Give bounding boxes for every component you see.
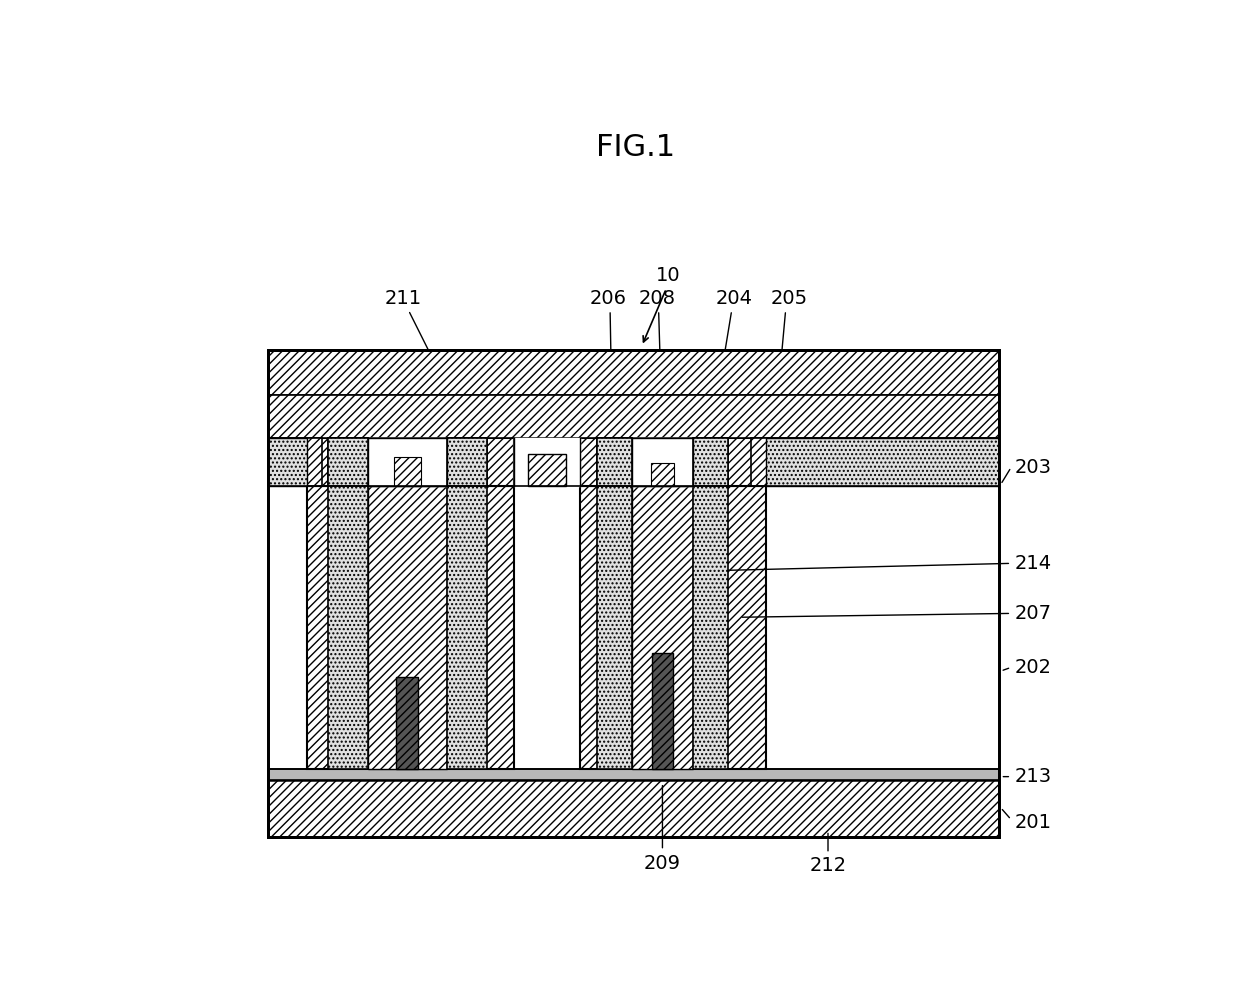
Text: 212: 212 (810, 856, 847, 875)
Text: 203: 203 (1014, 457, 1052, 476)
Bar (580, 486, 766, 769)
Bar (268, 350, 999, 486)
Bar (268, 350, 999, 837)
Bar (268, 396, 999, 438)
Text: 214: 214 (1014, 554, 1052, 573)
Bar (268, 769, 999, 781)
Bar (306, 486, 513, 769)
Bar (306, 438, 513, 486)
Text: 207: 207 (1014, 604, 1052, 623)
Bar (652, 653, 673, 769)
Bar (651, 463, 675, 486)
Text: 206: 206 (589, 288, 626, 308)
Bar (693, 438, 728, 769)
Text: 204: 204 (715, 288, 753, 308)
Bar (693, 438, 728, 486)
Text: 202: 202 (1014, 658, 1052, 676)
Bar (327, 438, 367, 769)
Bar (268, 350, 999, 396)
Bar (596, 438, 631, 486)
Bar (580, 438, 766, 486)
Bar (268, 438, 322, 486)
Bar (631, 486, 693, 769)
Text: 213: 213 (1014, 767, 1052, 786)
Bar (268, 350, 999, 837)
Text: 211: 211 (384, 288, 422, 308)
Bar (394, 457, 420, 486)
Text: 209: 209 (644, 853, 681, 872)
Text: 208: 208 (639, 288, 676, 308)
Bar (751, 438, 999, 486)
Text: 201: 201 (1014, 813, 1052, 832)
Bar (766, 438, 999, 486)
Bar (327, 438, 367, 486)
Bar (528, 454, 567, 486)
Bar (367, 486, 446, 769)
Bar (596, 438, 631, 769)
Bar (268, 438, 306, 486)
Text: FIG.1: FIG.1 (596, 133, 675, 162)
Bar (446, 438, 487, 769)
Bar (268, 486, 999, 769)
Bar (396, 676, 418, 769)
Bar (446, 438, 487, 486)
Text: 205: 205 (771, 288, 808, 308)
Bar (268, 781, 999, 837)
Text: 10: 10 (656, 265, 681, 284)
